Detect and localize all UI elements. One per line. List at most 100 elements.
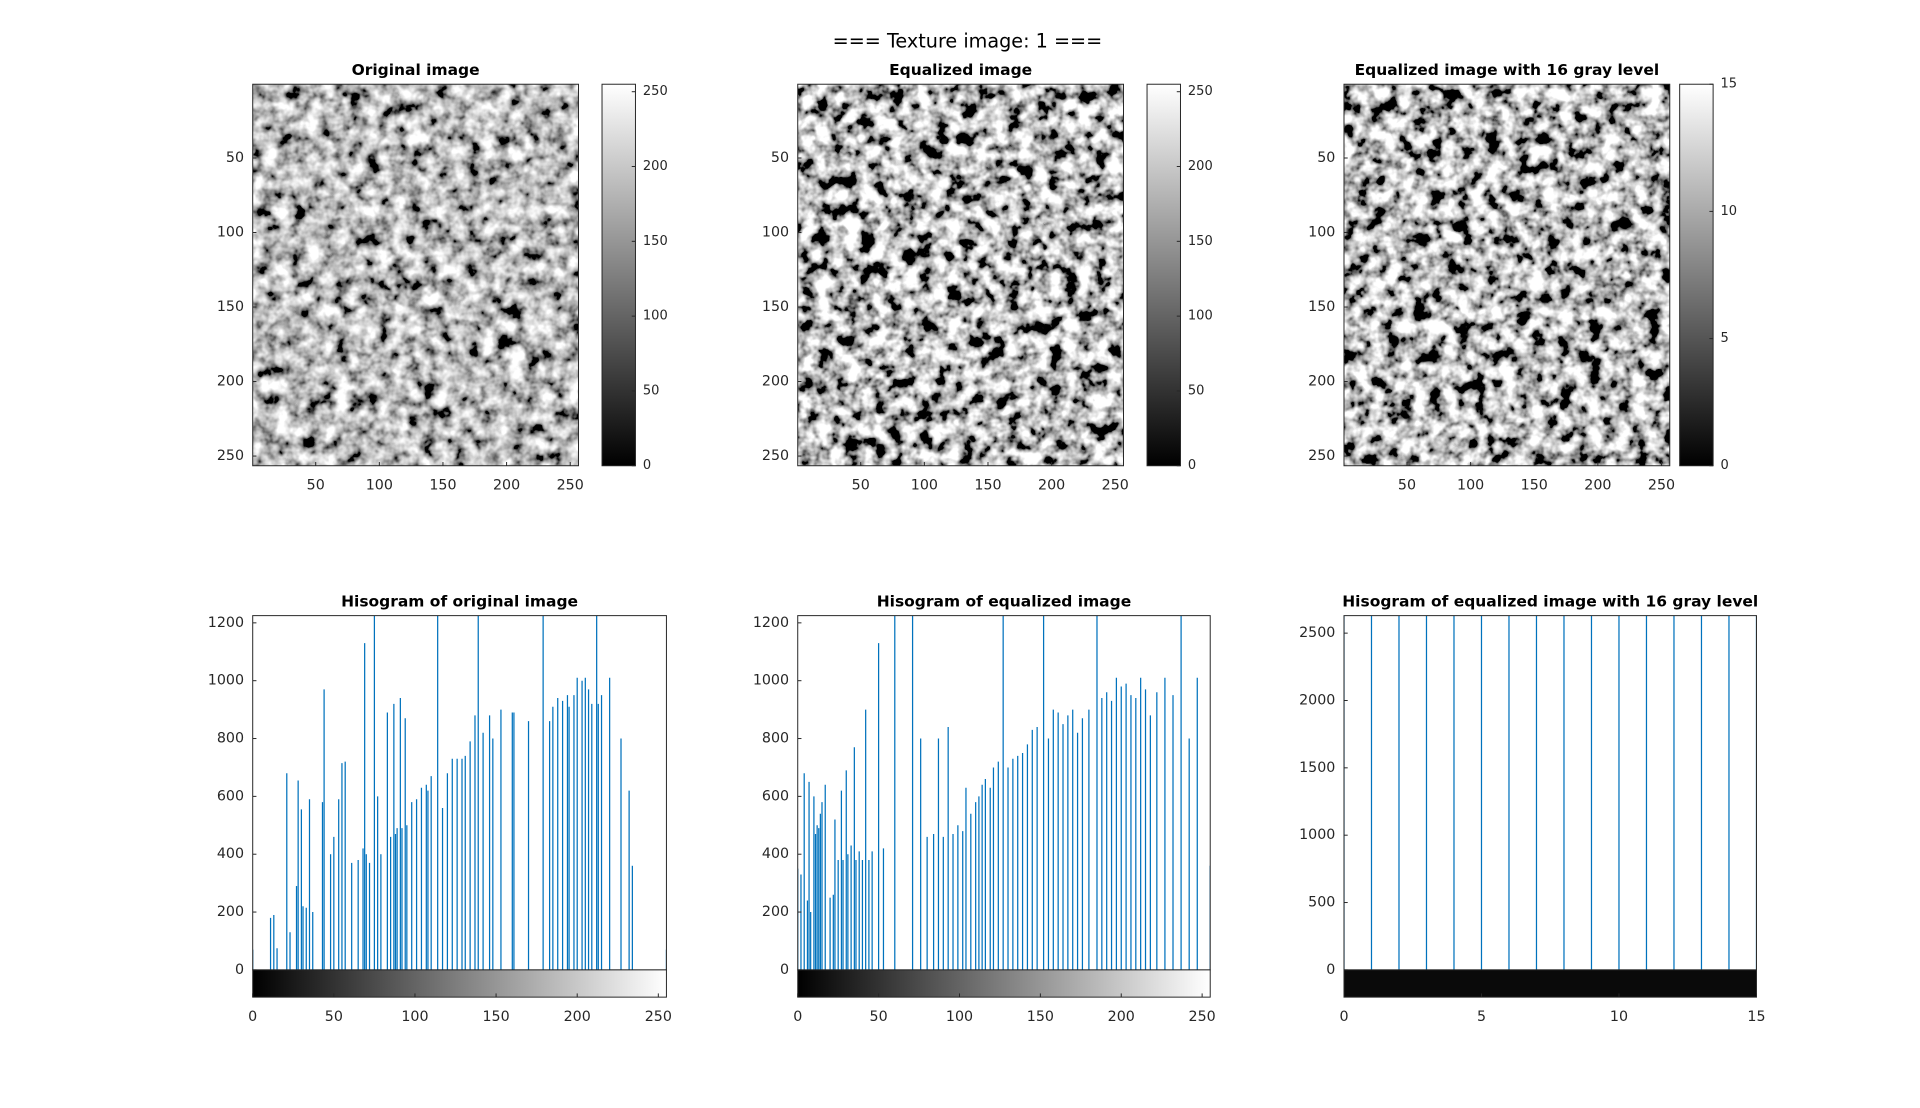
colorbar-tick-label: 250 [1188,84,1213,99]
y-tick-label: 100 [762,225,789,241]
x-tick-label: 50 [1398,478,1416,494]
y-tick-label: 200 [217,904,244,920]
colorbar-tick-label: 150 [1188,234,1213,249]
colorbar [601,83,636,467]
x-tick-label: 250 [557,478,584,494]
x-tick-label: 200 [1584,478,1611,494]
x-tick-label: 0 [1339,1009,1348,1025]
x-tick-label: 50 [870,1009,888,1025]
texture-image [1343,84,1670,466]
x-tick-label: 250 [1648,478,1675,494]
y-tick-label: 50 [1317,150,1335,166]
y-tick-label: 200 [762,904,789,920]
y-tick-label: 1500 [1299,760,1335,776]
colorbar-tick-label: 50 [1188,383,1205,398]
y-tick-label: 1200 [753,615,789,631]
texture-image [252,84,579,466]
x-tick-label: 200 [564,1009,591,1025]
y-tick-label: 600 [217,788,244,804]
colorbar-tick-label: 0 [643,458,651,473]
y-tick-label: 50 [226,150,244,166]
y-tick-label: 200 [1308,374,1335,390]
x-tick-label: 250 [1189,1009,1216,1025]
y-tick-label: 0 [235,962,244,978]
y-tick-label: 800 [762,731,789,747]
axes-box [1343,83,1671,467]
stems [797,615,1211,970]
y-tick-label: 400 [217,846,244,862]
colorbar [1679,83,1714,467]
y-tick-label: 1200 [208,615,244,631]
colorbar-tick-label: 100 [643,309,668,324]
axes-title: Equalized image [889,61,1032,79]
x-tick-label: 0 [793,1009,802,1025]
x-tick-label: 5 [1477,1009,1486,1025]
x-tick-label: 15 [1747,1009,1765,1025]
colorbar-tick-label: 15 [1721,77,1738,92]
colorbar-tick-label: 250 [643,84,668,99]
x-tick-label: 100 [366,478,393,494]
x-tick-label: 150 [974,478,1001,494]
y-tick-label: 1000 [1299,827,1335,843]
x-tick-label: 150 [482,1009,509,1025]
y-tick-label: 600 [762,788,789,804]
y-tick-label: 800 [217,731,244,747]
x-tick-label: 10 [1610,1009,1628,1025]
y-tick-label: 250 [217,448,244,464]
x-tick-label: 150 [1027,1009,1054,1025]
y-tick-label: 50 [771,150,789,166]
x-tick-label: 100 [911,478,938,494]
x-tick-label: 250 [1102,478,1129,494]
y-tick-label: 500 [1308,895,1335,911]
y-tick-label: 400 [762,846,789,862]
x-tick-label: 100 [1457,478,1484,494]
colorbar-tick-label: 150 [643,234,668,249]
colorbar-tick-label: 0 [1721,458,1729,473]
axes-title: Hisogram of original image [341,592,578,610]
y-tick-label: 0 [1326,962,1335,978]
y-tick-label: 200 [217,374,244,390]
colorbar-tick-label: 5 [1721,331,1729,346]
y-tick-label: 1000 [208,673,244,689]
y-tick-label: 1000 [753,673,789,689]
colorbar-tick-label: 10 [1721,204,1738,219]
axes-title: Original image [352,61,480,79]
x-tick-label: 200 [1038,478,1065,494]
x-tick-label: 200 [1108,1009,1135,1025]
x-tick-label: 250 [645,1009,672,1025]
gray-strip [1343,969,1757,998]
x-tick-label: 50 [325,1009,343,1025]
texture-image [797,84,1124,466]
stems [1343,615,1757,970]
stems [252,615,667,970]
x-tick-label: 200 [493,478,520,494]
x-tick-label: 50 [307,478,325,494]
gray-strip [252,969,667,998]
figure-title: === Texture image: 1 === [833,30,1103,53]
plot-area [252,615,667,970]
y-tick-label: 150 [1308,299,1335,315]
y-tick-label: 150 [217,299,244,315]
gray-strip [797,969,1211,998]
x-tick-label: 0 [248,1009,257,1025]
x-tick-label: 100 [946,1009,973,1025]
y-tick-label: 200 [762,374,789,390]
colorbar-tick-label: 100 [1188,309,1213,324]
x-tick-label: 50 [852,478,870,494]
plot-area [797,615,1211,970]
x-tick-label: 150 [429,478,456,494]
colorbar [1146,83,1181,467]
colorbar-tick-label: 50 [643,383,660,398]
y-tick-label: 250 [1308,448,1335,464]
colorbar-tick-label: 200 [1188,159,1213,174]
x-tick-label: 100 [401,1009,428,1025]
colorbar-tick-label: 0 [1188,458,1196,473]
y-tick-label: 0 [780,962,789,978]
axes-title: Hisogram of equalized image with 16 gray… [1342,592,1758,610]
y-tick-label: 2000 [1299,692,1335,708]
axes-title: Equalized image with 16 gray level [1355,61,1660,79]
colorbar-tick-label: 200 [643,159,668,174]
y-tick-label: 2500 [1299,625,1335,641]
y-tick-label: 100 [217,225,244,241]
